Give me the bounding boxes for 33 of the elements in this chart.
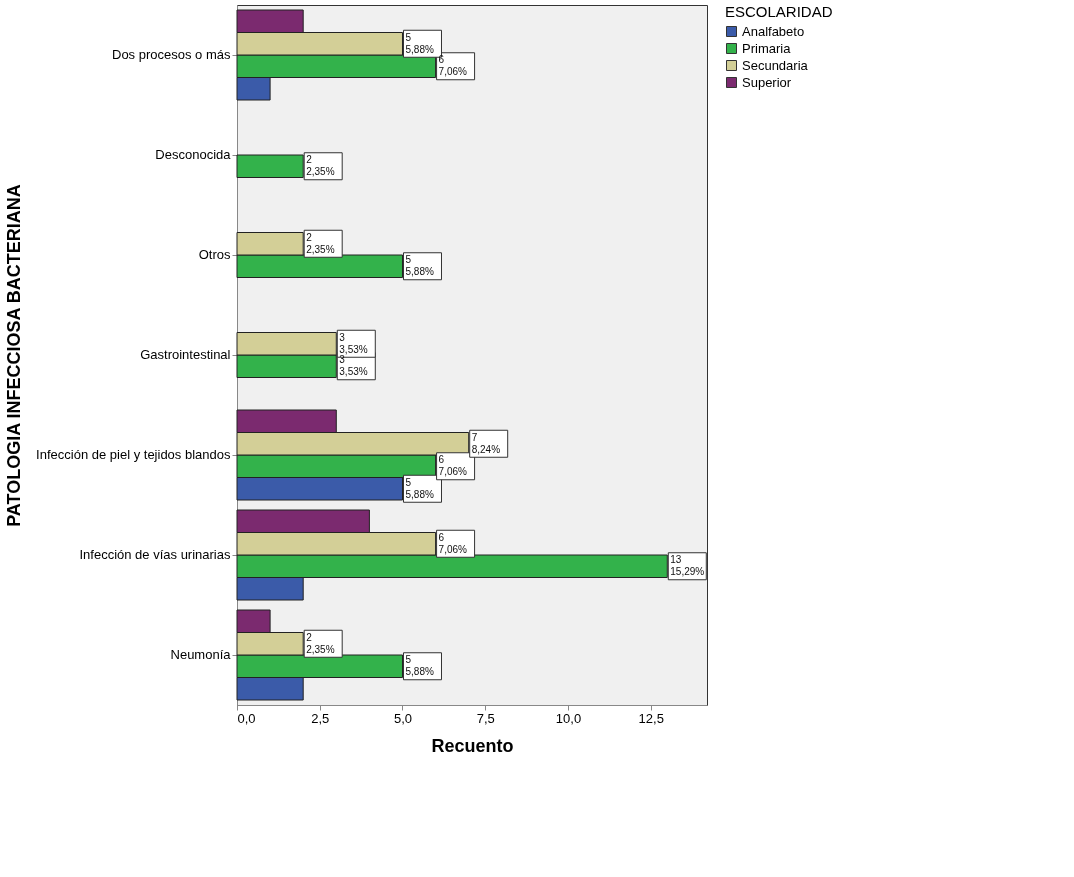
x-tick-label: 0,0 — [237, 710, 256, 726]
data-label: 6 7,06% — [438, 531, 468, 555]
y-tick-label: Infección de vías urinarias — [79, 547, 231, 562]
x-tick-label: 2,5 — [311, 710, 330, 726]
data-label: 5 5,88% — [405, 476, 434, 500]
data-label: 2 2,35% — [306, 154, 335, 178]
data-label: 13 15,29% — [670, 554, 705, 578]
x-axis-title: Recuento — [431, 735, 514, 756]
legend-title: ESCOLARIDAD — [725, 3, 833, 20]
x-tick-label: 5,0 — [393, 710, 413, 726]
legend-label: Secundaria — [742, 57, 809, 73]
data-label: 6 7,06% — [438, 454, 468, 478]
data-label: 2 2,35% — [306, 631, 335, 655]
data-label: 5 5,88% — [405, 254, 434, 278]
x-tick-label: 10,0 — [555, 710, 582, 726]
y-tick-label: Neumonía — [170, 647, 232, 662]
data-label: 3 3,53% — [339, 331, 368, 355]
y-tick-label: Desconocida — [155, 147, 232, 162]
x-tick-label: 7,5 — [476, 710, 495, 726]
y-tick-label: Otros — [198, 247, 231, 262]
y-tick-label: Gastrointestinal — [140, 347, 231, 362]
x-tick-label: 12,5 — [638, 710, 664, 726]
data-label: 7 8,24% — [471, 431, 501, 455]
legend-label: Primaria — [742, 40, 792, 56]
legend-label: Analfabeto — [742, 23, 805, 39]
data-label: 6 7,06% — [438, 54, 468, 78]
y-axis-title: PATOLOGIA INFECCIOSA BACTERIANA — [3, 184, 24, 527]
data-label: 5 5,88% — [405, 31, 434, 55]
data-label: 5 5,88% — [405, 654, 434, 678]
legend-label: Superior — [742, 74, 792, 90]
y-tick-label: Infección de piel y tejidos blandos — [36, 447, 231, 462]
y-tick-label: Dos procesos o más — [112, 47, 231, 62]
data-label: 2 2,35% — [306, 231, 335, 255]
